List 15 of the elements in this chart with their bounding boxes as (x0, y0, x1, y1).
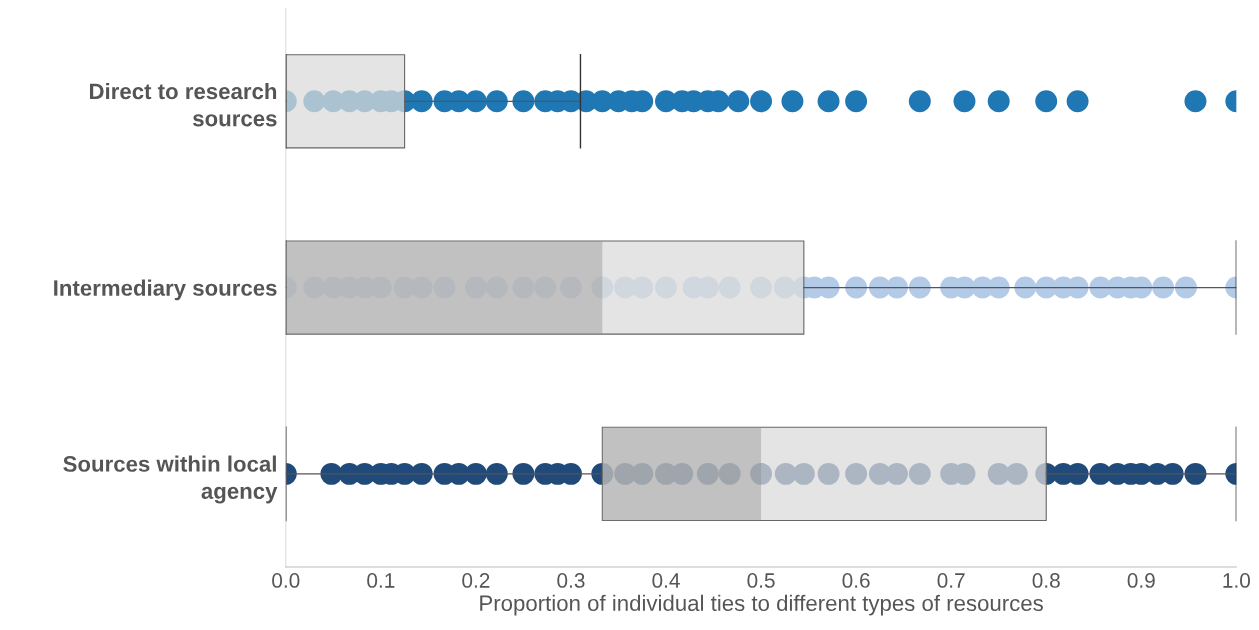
x-axis-title: Proportion of individual ties to different types of resources (480, 594, 1043, 616)
x-tick-label: 0.0 (272, 573, 300, 588)
x-tick-label: 0.6 (842, 573, 870, 588)
x-tick-label: 0.5 (747, 573, 775, 588)
x-tick-label: 0.2 (462, 573, 490, 588)
x-tick-label: 0.9 (1127, 573, 1155, 588)
y-tick-label: Sources within local agency (63, 455, 278, 504)
y-tick-label: Intermediary sources (54, 279, 277, 301)
y-tick-label: Direct to research sources (89, 82, 277, 127)
x-tick-label: 0.7 (937, 573, 965, 588)
x-tick-label: 0.1 (367, 573, 395, 588)
x-tick-label: 0.3 (557, 573, 585, 588)
x-tick-label: 0.8 (1032, 573, 1060, 588)
x-tick-label: 1.0 (1223, 573, 1251, 588)
x-tick-label: 0.4 (652, 573, 680, 588)
